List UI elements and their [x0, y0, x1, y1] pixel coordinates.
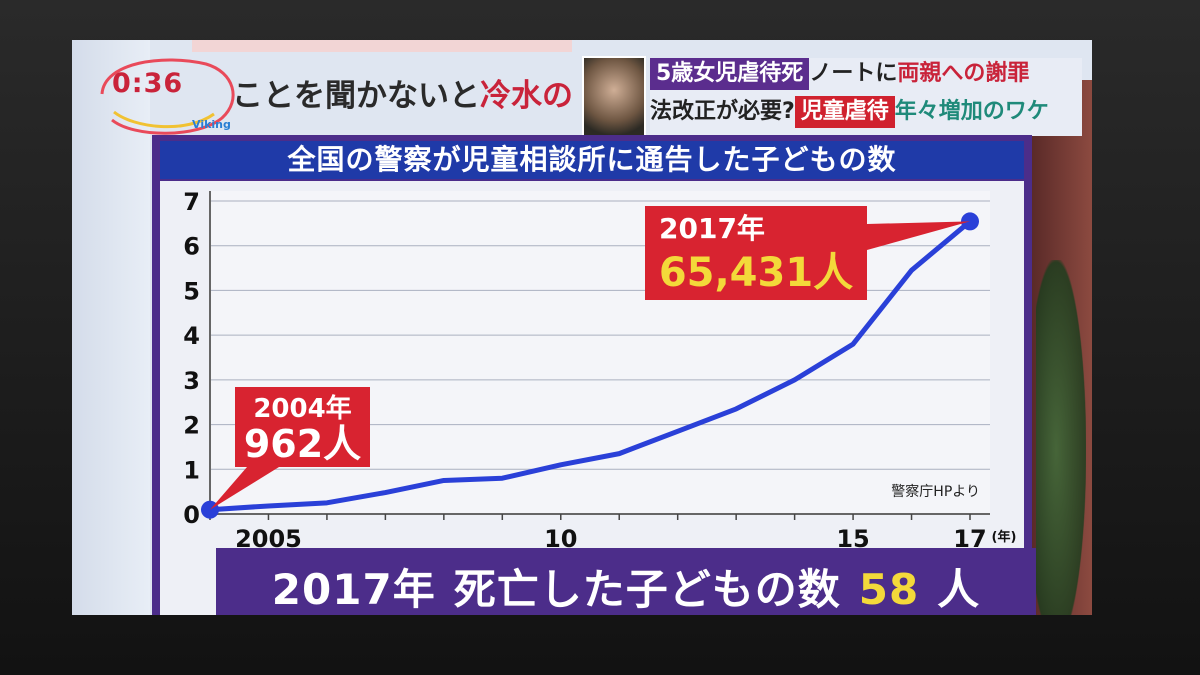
tag-increase-reason: 年々増加のワケ: [894, 99, 1049, 124]
tag-apology: 両親への謝罪: [897, 61, 1030, 86]
death-count-unit: 人: [937, 565, 981, 614]
y-tick-label: 2: [183, 412, 200, 440]
topic-tags-line1: 5歳女児虐待死 ノートに両親への謝罪: [650, 58, 1029, 90]
tag-note: ノートに: [809, 61, 898, 86]
data-point-marker: [961, 212, 979, 231]
callout-year-2017: 2017年: [659, 212, 765, 245]
show-logo-text: Viking: [192, 118, 231, 131]
callout-value-2017: 65,431人: [659, 250, 853, 296]
death-count-label: 死亡した子どもの数: [453, 565, 841, 614]
death-count-number: 58: [858, 565, 920, 614]
line-chart: 01234567(万人)2005101517(年)警察庁HPより2004年962…: [162, 165, 1017, 553]
y-tick-label: 5: [183, 277, 200, 305]
background-plant: [1036, 260, 1086, 615]
topic-tags: 5歳女児虐待死 ノートに両親への謝罪 法改正が必要? 児童虐待 年々増加のワケ: [650, 58, 1082, 136]
chart-title: 全国の警察が児童相談所に通告した子どもの数: [160, 141, 1024, 179]
y-tick-label: 6: [183, 233, 200, 261]
callout-pointer-2017: [867, 221, 970, 250]
series-line: [207, 218, 973, 513]
chart-panel: 01234567(万人)2005101517(年)警察庁HPより2004年962…: [160, 165, 1024, 615]
death-count-text: 2017年 死亡した子どもの数 58 人: [216, 556, 1036, 615]
show-logo: Viking: [100, 58, 235, 135]
tag-law-reform: 法改正が必要?: [650, 99, 795, 124]
source-note: 警察庁HPより: [891, 483, 980, 500]
x-unit-label: (年): [992, 529, 1017, 545]
tag-death: 5歳女児虐待死: [650, 58, 810, 90]
y-tick-label: 3: [183, 367, 200, 395]
victim-photo: [582, 56, 646, 140]
y-tick-label: 7: [183, 188, 200, 216]
left-strip: [72, 40, 150, 615]
y-tick-label: 4: [183, 322, 200, 350]
callout-box-2004: [235, 387, 370, 467]
callout-box-2017: [645, 206, 867, 300]
y-tick-label: 1: [183, 456, 200, 484]
callout-pointer-2004: [210, 467, 279, 510]
topic-tags-line2: 法改正が必要? 児童虐待 年々増加のワケ: [650, 96, 1049, 128]
clock: 0:36: [112, 68, 184, 99]
death-count-year: 2017年: [271, 565, 436, 614]
tv-screen: Viking 0:36 ことを聞かないと冷水の 5歳女児虐待死 ノートに両親への謝…: [72, 40, 1092, 615]
tag-child-abuse: 児童虐待: [794, 96, 895, 128]
callout-year-2004: 2004年: [253, 393, 351, 424]
callout-value-2004: 962人: [244, 422, 361, 466]
sub-caption: ことを聞かないと冷水の: [232, 70, 573, 115]
sub-caption-black: ことを聞かないと: [232, 78, 480, 114]
death-count-banner: 2017年 死亡した子どもの数 58 人: [216, 548, 1036, 615]
sub-caption-red: 冷水の: [480, 78, 573, 114]
y-tick-label: 0: [183, 501, 200, 529]
background-wall: [1032, 80, 1092, 615]
top-ticker: [192, 40, 572, 52]
chart-frame: 全国の警察が児童相談所に通告した子どもの数 01234567(万人)200510…: [152, 135, 1032, 615]
